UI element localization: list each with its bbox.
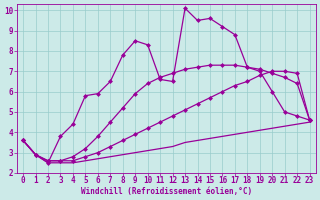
X-axis label: Windchill (Refroidissement éolien,°C): Windchill (Refroidissement éolien,°C) <box>81 187 252 196</box>
